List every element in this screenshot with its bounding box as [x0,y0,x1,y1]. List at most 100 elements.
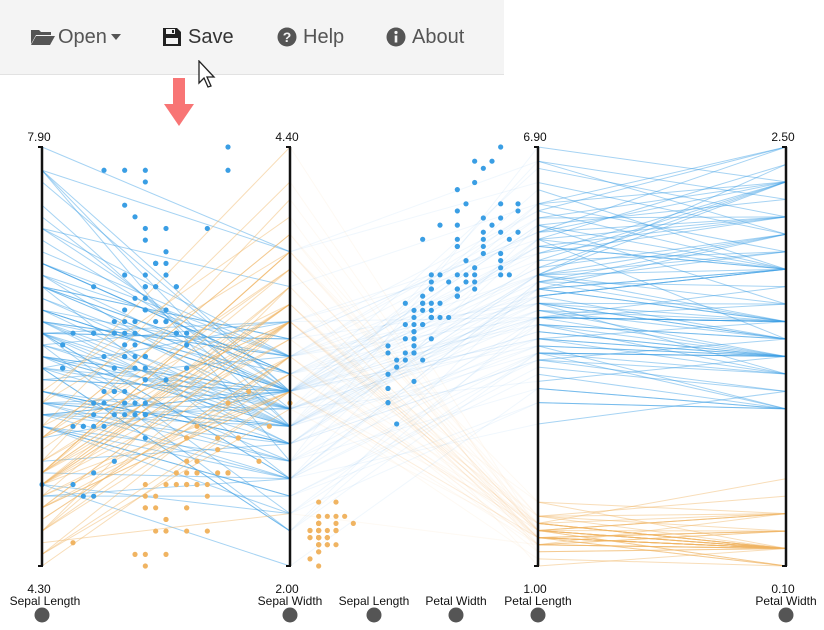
polyline-segment [41,303,291,485]
data-point [163,225,169,232]
data-point [122,167,128,173]
polyline-segment [537,316,787,323]
polyline-segment [537,390,787,425]
polyline-segment [537,513,787,531]
polyline-segment [537,268,787,297]
scatter-point [498,272,504,278]
axis-label: Sepal Width [258,594,323,608]
data-point [111,412,117,418]
axis-min-label: 1.00 [523,582,547,596]
faded-polyline-segment [289,338,539,517]
open-menu-button[interactable]: Open [30,22,121,52]
faded-polyline-segment [289,233,539,546]
polyline-segment [41,373,291,509]
polyline-segment [537,522,787,550]
scatter-point [385,371,391,377]
faded-polyline-segment [289,160,539,427]
polyline-segment [537,146,787,233]
polyline-segment [41,321,291,509]
faded-polyline-segment [289,390,539,546]
mouse-pointer-icon [198,59,218,95]
axis-label: Petal Length [504,594,571,608]
scatter-axis-drag-handle[interactable] [366,607,382,623]
polyline-segment [537,181,787,205]
polyline-segment [537,352,787,357]
polyline-segment [537,537,787,550]
polyline-segment [537,233,787,283]
data-point [163,260,169,266]
polyline-segment [41,262,291,375]
faded-polyline-segment [289,321,539,531]
faded-polyline-segment [289,338,539,538]
faded-polyline-segment [289,303,539,538]
scatter-point [402,300,408,306]
data-point [132,295,138,301]
data-point [101,167,107,173]
polyline-segment [41,297,291,392]
faded-polyline-segment [289,189,539,410]
polyline-segment [537,513,787,517]
polyline-segment [41,274,291,357]
faded-polyline-segment [289,203,539,288]
data-point [91,400,97,406]
polyline-segment [537,529,787,567]
data-point [142,365,148,371]
data-point [91,330,97,336]
scatter-point [394,364,400,370]
faded-polyline-segment [289,513,539,546]
axis-drag-handle[interactable] [34,607,50,623]
polyline-segment [41,332,291,515]
polyline-segment [537,181,787,219]
scatter-point [498,229,504,235]
faded-polyline-segment [289,338,539,410]
polyline-segment [41,367,291,532]
data-point [246,388,252,395]
polyline-segment [537,359,787,375]
scatter-point [394,357,400,363]
data-point [111,330,117,336]
polyline-segment [41,169,291,462]
scatter-point [480,250,486,257]
polyline-segment [537,198,787,226]
polyline-segment [41,321,291,410]
data-point [122,388,128,395]
axis-drag-handle[interactable] [282,607,298,623]
help-button[interactable]: ? Help [277,22,344,52]
data-point [184,330,190,336]
data-point [235,435,241,441]
scatter-point [385,343,391,349]
faded-polyline-segment [289,324,539,375]
scatter-point [333,542,339,548]
data-point [111,318,117,325]
data-point [142,284,148,290]
polyline-segment [41,309,291,392]
data-point [132,551,138,557]
polyline-segment [537,233,787,269]
polyline-segment [537,268,787,290]
polyline-segment [537,302,787,340]
polyline-segment [537,359,787,392]
data-point [215,447,221,453]
polyline-segment [537,163,787,240]
scatter-point [411,350,417,356]
scatter-axis-drag-handle[interactable] [448,607,464,623]
polyline-segment [537,537,787,550]
axis-label: Sepal Length [10,594,81,608]
axis-drag-handle[interactable] [778,607,794,623]
polyline-segment [537,402,787,410]
polyline-segment [41,356,291,462]
polyline-segment [537,544,787,550]
scatter-point [402,357,408,363]
axis-drag-handle[interactable] [530,607,546,623]
polyline-segment [537,233,787,276]
polyline-segment [537,537,787,550]
polyline-segment [41,169,291,392]
about-button[interactable]: About [386,22,464,52]
scatter-point [506,272,512,278]
polyline-segment [41,303,291,485]
save-button[interactable]: Save [162,22,234,52]
faded-polyline-segment [289,366,539,497]
polyline-segment [537,316,787,323]
polyline-segment [41,309,291,427]
